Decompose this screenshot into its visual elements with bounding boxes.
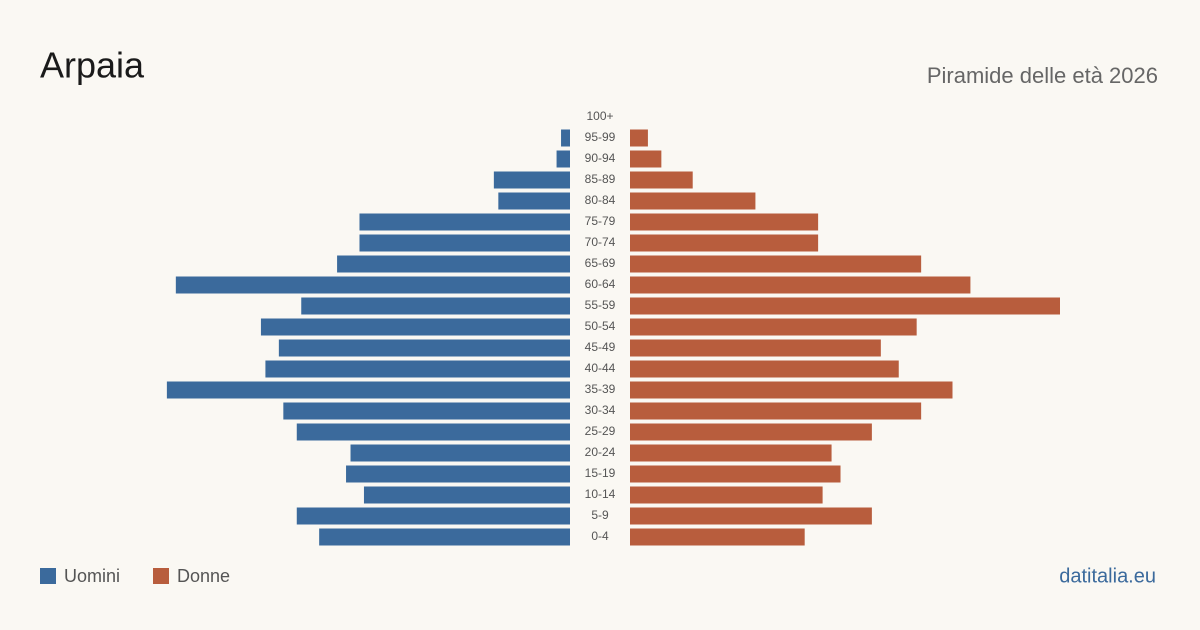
bar bbox=[296, 423, 570, 441]
chart-title: Arpaia bbox=[40, 45, 145, 86]
chart-subtitle: Piramide delle età 2026 bbox=[927, 63, 1158, 88]
category-label: 35-39 bbox=[585, 382, 616, 396]
category-label: 90-94 bbox=[585, 151, 616, 165]
bar bbox=[630, 339, 881, 357]
bar bbox=[630, 360, 899, 378]
bar bbox=[630, 276, 971, 294]
category-label: 45-49 bbox=[585, 340, 616, 354]
bar bbox=[359, 234, 570, 252]
bar bbox=[630, 192, 756, 210]
bar bbox=[301, 297, 570, 315]
bar bbox=[630, 318, 917, 336]
source: datitalia.eu bbox=[1059, 565, 1156, 587]
bar bbox=[556, 150, 570, 168]
bar bbox=[265, 360, 570, 378]
category-label: 55-59 bbox=[585, 298, 616, 312]
legend-label: Donne bbox=[177, 566, 230, 586]
category-label: 65-69 bbox=[585, 256, 616, 270]
category-label: 40-44 bbox=[585, 361, 616, 375]
bar bbox=[630, 171, 693, 189]
bar bbox=[630, 528, 805, 546]
category-label: 70-74 bbox=[585, 235, 616, 249]
category-label: 95-99 bbox=[585, 130, 616, 144]
bar bbox=[498, 192, 570, 210]
bar bbox=[630, 213, 819, 231]
category-label: 20-24 bbox=[585, 445, 616, 459]
bar bbox=[630, 150, 662, 168]
bar bbox=[630, 381, 953, 399]
category-label: 100+ bbox=[586, 109, 613, 123]
bar bbox=[278, 339, 570, 357]
bar bbox=[630, 234, 819, 252]
category-label: 10-14 bbox=[585, 487, 616, 501]
bar bbox=[363, 486, 570, 504]
category-label: 75-79 bbox=[585, 214, 616, 228]
bar bbox=[493, 171, 570, 189]
bar bbox=[166, 381, 570, 399]
bar bbox=[630, 129, 648, 147]
category-label: 15-19 bbox=[585, 466, 616, 480]
category-label: 50-54 bbox=[585, 319, 616, 333]
category-label: 0-4 bbox=[591, 529, 609, 543]
bar bbox=[359, 213, 570, 231]
category-label: 5-9 bbox=[591, 508, 609, 522]
category-label: 25-29 bbox=[585, 424, 616, 438]
bar bbox=[175, 276, 571, 294]
category-label: 30-34 bbox=[585, 403, 616, 417]
bar bbox=[260, 318, 570, 336]
legend-swatch bbox=[153, 568, 169, 584]
bar bbox=[630, 255, 922, 273]
bar bbox=[346, 465, 570, 483]
bar bbox=[630, 486, 823, 504]
bar bbox=[337, 255, 570, 273]
bar bbox=[350, 444, 570, 462]
legend-swatch bbox=[40, 568, 56, 584]
category-label: 60-64 bbox=[585, 277, 616, 291]
bar bbox=[630, 402, 922, 420]
bar bbox=[630, 444, 832, 462]
bar bbox=[296, 507, 570, 525]
bar bbox=[630, 507, 872, 525]
legend-label: Uomini bbox=[64, 566, 120, 586]
bar bbox=[319, 528, 570, 546]
bar bbox=[283, 402, 570, 420]
bar bbox=[630, 297, 1060, 315]
category-label: 80-84 bbox=[585, 193, 616, 207]
category-label: 85-89 bbox=[585, 172, 616, 186]
bar bbox=[561, 129, 570, 147]
bar bbox=[630, 465, 841, 483]
bar bbox=[630, 423, 872, 441]
